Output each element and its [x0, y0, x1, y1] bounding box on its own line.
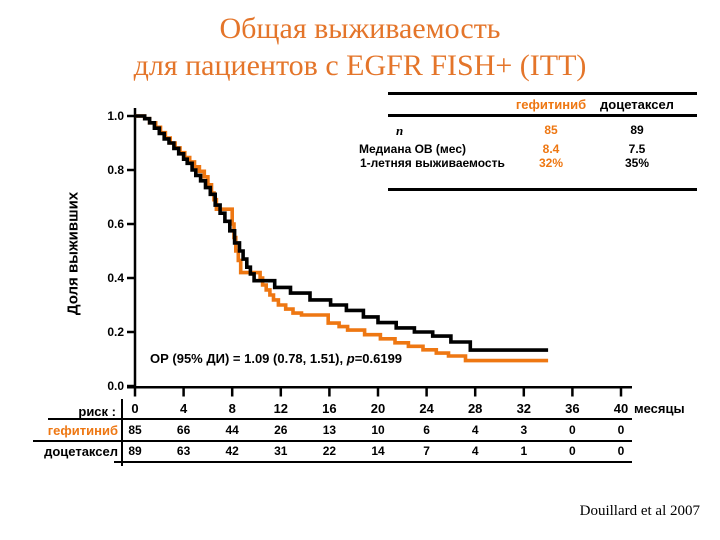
at-risk-value-доцетаксел: 42 — [225, 444, 239, 458]
at-risk-value-гефитиниб: 44 — [225, 423, 239, 437]
at-risk-row-label-docetaxel: доцетаксел — [44, 444, 118, 459]
y-tick-label: 0.6 — [107, 217, 124, 231]
y-tick-label: 0.0 — [107, 379, 124, 393]
summary-row-median-label: Медиана ОВ (мес) — [359, 142, 466, 156]
summary-1yr-gefitinib: 32% — [538, 156, 564, 170]
at-risk-title: риск : — [78, 404, 116, 419]
slide-title: Общая выживаемость для пациентов с EGFR … — [0, 10, 720, 84]
at-risk-value-доцетаксел: 22 — [322, 444, 337, 458]
at-risk-value-гефитиниб: 13 — [322, 423, 337, 437]
summary-median-gefitinib: 8.4 — [542, 142, 560, 156]
at-risk-rule-1 — [48, 418, 632, 420]
y-tick-label: 1.0 — [107, 109, 124, 123]
at-risk-rule-3 — [114, 461, 632, 463]
summary-1yr-docetaxel: 35% — [624, 156, 650, 170]
hr-annotation-prefix: ОР (95% ДИ) = 1.09 (0.78, 1.51), — [150, 351, 347, 366]
at-risk-value-гефитиниб: 10 — [371, 423, 385, 437]
y-tick-label: 0.8 — [107, 163, 124, 177]
summary-table-rule-top — [388, 92, 697, 95]
citation: Douillard et al 2007 — [579, 503, 700, 519]
summary-col-gefitinib: гефитиниб — [515, 97, 587, 112]
at-risk-value-гефитиниб: 0 — [617, 423, 625, 437]
x-axis-unit-label: месяцы — [634, 401, 685, 416]
at-risk-value-доцетаксел: 0 — [617, 444, 625, 458]
hr-annotation-pvalue-symbol: p — [346, 351, 355, 366]
at-risk-value-доцетаксел: 89 — [128, 444, 142, 458]
slide-title-line1: Общая выживаемость — [219, 12, 501, 45]
km-curve-гефитиниб — [135, 114, 549, 363]
x-tick-label: 12 — [273, 401, 289, 416]
at-risk-value-гефитиниб: 3 — [520, 423, 528, 437]
at-risk-value-доцетаксел: 63 — [176, 444, 191, 458]
summary-n-docetaxel: 89 — [630, 123, 644, 137]
at-risk-value-гефитиниб: 66 — [176, 423, 191, 437]
summary-table-rule-mid — [388, 114, 697, 117]
x-tick-label: 4 — [179, 401, 188, 416]
at-risk-rule-2 — [33, 440, 632, 442]
at-risk-value-доцетаксел: 31 — [274, 444, 288, 458]
x-tick-label: 40 — [613, 401, 629, 416]
summary-col-docetaxel: доцетаксел — [600, 97, 674, 112]
y-axis-label: Доля выживших — [64, 191, 82, 316]
summary-n-gefitinib: 85 — [544, 123, 558, 137]
slide-title-line2: для пациентов с EGFR FISH+ (ITT) — [133, 49, 587, 82]
at-risk-value-доцетаксел: 1 — [520, 444, 528, 458]
x-tick-label: 32 — [516, 401, 532, 416]
at-risk-row-label-gefitinib: гефитиниб — [47, 423, 118, 438]
at-risk-value-гефитиниб: 26 — [274, 423, 288, 437]
at-risk-value-доцетаксел: 7 — [423, 444, 430, 458]
x-tick-label: 36 — [565, 401, 580, 416]
x-tick-label: 28 — [467, 401, 483, 416]
summary-median-docetaxel: 7.5 — [628, 142, 646, 156]
at-risk-vertical-divider — [121, 399, 123, 466]
x-tick-label: 16 — [322, 401, 337, 416]
summary-row-1yr-label: 1-летняя выживаемость — [360, 156, 505, 170]
at-risk-value-доцетаксел: 0 — [569, 444, 576, 458]
at-risk-value-доцетаксел: 14 — [371, 444, 385, 458]
at-risk-value-гефитиниб: 85 — [128, 423, 142, 437]
y-tick-label: 0.2 — [107, 325, 124, 339]
x-tick-label: 8 — [228, 401, 236, 416]
at-risk-value-гефитиниб: 4 — [471, 423, 479, 437]
summary-table-rule-bottom — [388, 188, 697, 191]
hr-annotation: ОР (95% ДИ) = 1.09 (0.78, 1.51), p=0.619… — [150, 351, 402, 366]
x-tick-label: 0 — [131, 401, 139, 416]
at-risk-value-гефитиниб: 0 — [569, 423, 576, 437]
y-tick-label: 0.4 — [107, 271, 124, 285]
at-risk-value-доцетаксел: 4 — [471, 444, 479, 458]
x-tick-label: 20 — [370, 401, 386, 416]
at-risk-value-гефитиниб: 6 — [423, 423, 430, 437]
summary-row-n-label: n — [396, 123, 404, 138]
x-tick-label: 24 — [419, 401, 434, 416]
hr-annotation-suffix: =0.6199 — [354, 351, 403, 366]
km-curve-доцетаксел — [135, 114, 549, 352]
